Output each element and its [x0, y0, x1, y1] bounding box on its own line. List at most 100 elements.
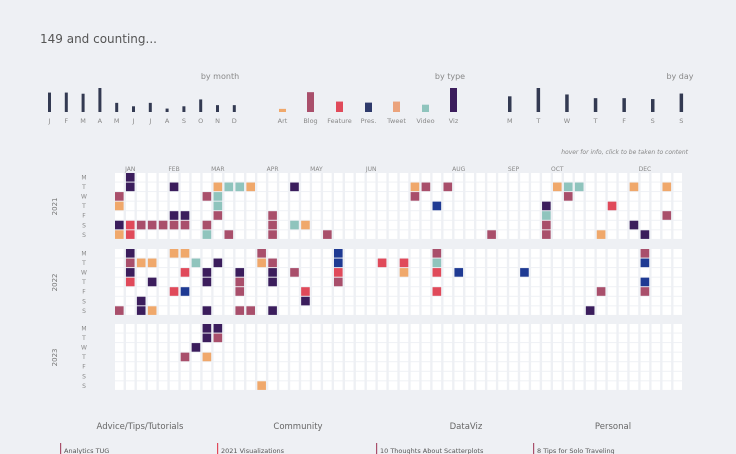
content-cell[interactable]	[662, 182, 672, 192]
content-cell[interactable]	[596, 287, 606, 296]
content-cell[interactable]	[301, 296, 310, 306]
content-cell[interactable]	[301, 287, 310, 296]
month-bar[interactable]	[148, 102, 152, 112]
content-cell[interactable]	[607, 201, 617, 211]
content-cell[interactable]	[180, 287, 190, 296]
content-cell[interactable]	[115, 220, 124, 230]
content-cell[interactable]	[169, 287, 179, 296]
content-cell[interactable]	[125, 230, 135, 239]
month-bar[interactable]	[182, 106, 186, 112]
content-cell[interactable]	[257, 381, 266, 390]
content-cell[interactable]	[334, 258, 343, 268]
content-cell[interactable]	[377, 258, 387, 268]
content-cell[interactable]	[301, 220, 310, 230]
content-cell[interactable]	[202, 220, 212, 230]
content-cell[interactable]	[290, 220, 299, 230]
content-cell[interactable]	[180, 249, 190, 258]
month-bar[interactable]	[48, 92, 51, 112]
content-cell[interactable]	[553, 182, 562, 192]
content-cell[interactable]	[268, 211, 277, 220]
content-cell[interactable]	[432, 201, 442, 211]
content-cell[interactable]	[115, 192, 124, 201]
content-cell[interactable]	[563, 182, 573, 192]
content-cell[interactable]	[235, 268, 245, 277]
content-cell[interactable]	[136, 296, 146, 306]
type-bar[interactable]	[365, 102, 372, 112]
content-cell[interactable]	[158, 220, 168, 230]
content-cell[interactable]	[213, 211, 223, 220]
content-cell[interactable]	[334, 268, 343, 277]
content-cell[interactable]	[542, 211, 551, 220]
content-cell[interactable]	[487, 230, 496, 239]
content-cell[interactable]	[169, 249, 179, 258]
content-cell[interactable]	[421, 182, 431, 192]
month-bar[interactable]	[64, 92, 68, 112]
content-cell[interactable]	[169, 182, 179, 192]
content-cell[interactable]	[235, 277, 245, 287]
content-cell[interactable]	[246, 182, 255, 192]
content-cell[interactable]	[585, 306, 595, 315]
day-bar[interactable]	[622, 98, 626, 112]
content-cell[interactable]	[629, 182, 639, 192]
content-cell[interactable]	[323, 230, 332, 239]
content-cell[interactable]	[202, 277, 212, 287]
month-bar[interactable]	[216, 105, 219, 112]
content-cell[interactable]	[202, 333, 212, 343]
month-bar[interactable]	[199, 99, 203, 112]
content-cell[interactable]	[115, 230, 124, 239]
type-bar[interactable]	[450, 88, 457, 112]
content-cell[interactable]	[432, 268, 442, 277]
content-cell[interactable]	[290, 268, 299, 277]
content-cell[interactable]	[268, 268, 277, 277]
day-bar[interactable]	[651, 99, 655, 112]
content-cell[interactable]	[169, 211, 179, 220]
content-cell[interactable]	[125, 220, 135, 230]
day-bar[interactable]	[536, 88, 541, 112]
content-cell[interactable]	[410, 182, 420, 192]
content-cell[interactable]	[125, 249, 135, 258]
content-cell[interactable]	[202, 352, 212, 362]
content-cell[interactable]	[268, 277, 277, 287]
content-cell[interactable]	[246, 306, 255, 315]
content-cell[interactable]	[443, 182, 453, 192]
content-cell[interactable]	[454, 268, 464, 277]
content-cell[interactable]	[235, 182, 245, 192]
content-cell[interactable]	[334, 249, 343, 258]
type-bar[interactable]	[279, 108, 286, 112]
content-cell[interactable]	[520, 268, 529, 277]
content-cell[interactable]	[432, 287, 442, 296]
content-cell[interactable]	[290, 182, 299, 192]
content-cell[interactable]	[147, 220, 157, 230]
content-cell[interactable]	[191, 343, 201, 352]
content-cell[interactable]	[136, 258, 146, 268]
content-cell[interactable]	[125, 182, 135, 192]
content-cell[interactable]	[115, 306, 124, 315]
content-cell[interactable]	[640, 287, 650, 296]
content-cell[interactable]	[542, 201, 551, 211]
type-bar[interactable]	[336, 101, 343, 112]
content-cell[interactable]	[169, 220, 179, 230]
content-cell[interactable]	[432, 258, 442, 268]
content-cell[interactable]	[640, 277, 650, 287]
content-cell[interactable]	[202, 268, 212, 277]
month-bar[interactable]	[132, 106, 135, 112]
content-cell[interactable]	[432, 249, 442, 258]
content-cell[interactable]	[202, 192, 212, 201]
content-cell[interactable]	[640, 230, 650, 239]
content-cell[interactable]	[202, 306, 212, 315]
content-cell[interactable]	[399, 268, 409, 277]
day-bar[interactable]	[679, 93, 684, 112]
content-cell[interactable]	[213, 324, 223, 333]
content-cell[interactable]	[125, 277, 135, 287]
content-cell[interactable]	[268, 258, 277, 268]
content-cell[interactable]	[213, 258, 223, 268]
content-cell[interactable]	[213, 201, 223, 211]
type-bar[interactable]	[393, 101, 400, 112]
content-cell[interactable]	[191, 258, 201, 268]
content-cell[interactable]	[563, 192, 573, 201]
content-cell[interactable]	[640, 249, 650, 258]
type-bar[interactable]	[422, 104, 429, 112]
content-cell[interactable]	[147, 258, 157, 268]
content-cell[interactable]	[224, 230, 234, 239]
content-cell[interactable]	[125, 173, 135, 182]
